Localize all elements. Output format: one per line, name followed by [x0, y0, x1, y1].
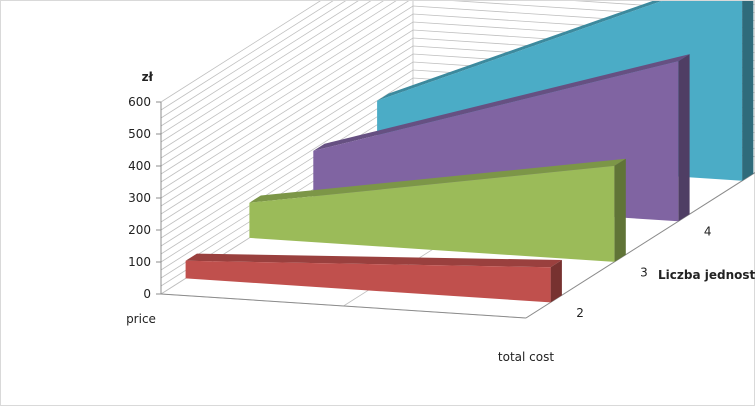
y-tick-label: 100 [128, 255, 151, 269]
area-side-face [742, 0, 754, 181]
x-tick-label: total cost [498, 350, 554, 364]
y-unit-label: zł [142, 70, 154, 84]
area-top-face [313, 54, 690, 151]
y-tick-label: 300 [128, 191, 151, 205]
gridline [160, 0, 361, 127]
depth-tick-label: 2 [576, 306, 584, 320]
depth-axis-title: Liczba jednostek [658, 268, 755, 282]
depth-tick-label: 3 [640, 265, 648, 279]
area-side-face [614, 158, 626, 262]
depth-tick-label: 4 [704, 225, 712, 239]
y-tick-label: 400 [128, 159, 151, 173]
gridline [160, 0, 323, 103]
x-axis [160, 293, 527, 319]
axes [156, 101, 756, 319]
series-layer [185, 0, 754, 303]
y-tick-label: 500 [128, 127, 151, 141]
y-tick-label: 0 [143, 287, 151, 301]
depth-axis [525, 171, 756, 319]
gridline [160, 0, 348, 119]
x-tick-label: price [126, 312, 156, 326]
gridline [160, 0, 373, 135]
area-top-face [185, 253, 562, 268]
gridline [160, 0, 756, 143]
area-front-face [249, 165, 615, 262]
area-side-face [550, 260, 562, 303]
y-tick-label: 200 [128, 223, 151, 237]
gridline [160, 0, 335, 111]
y-tick-label: 600 [128, 95, 151, 109]
area-front-face [185, 260, 551, 303]
area-top-face [249, 158, 626, 203]
area-side-face [678, 54, 690, 222]
